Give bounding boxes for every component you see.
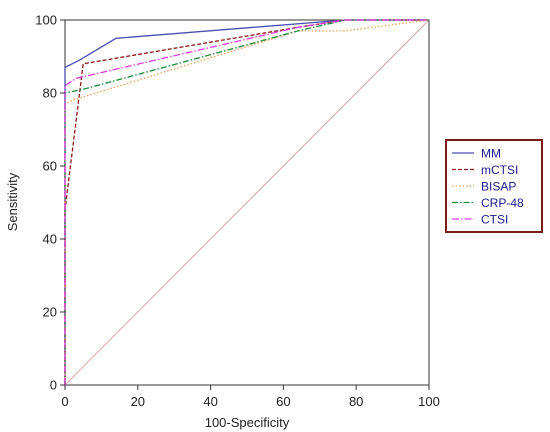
x-tick-label: 80 bbox=[349, 394, 363, 409]
series-line-ctsi bbox=[64, 19, 429, 385]
y-axis-title: Sensitivity bbox=[5, 172, 20, 231]
x-tick-label: 0 bbox=[61, 394, 68, 409]
legend-box bbox=[445, 139, 543, 233]
x-tick-label: 20 bbox=[131, 394, 145, 409]
y-tick-label: 0 bbox=[50, 378, 57, 393]
x-tick-label: 60 bbox=[276, 394, 290, 409]
legend: MM mCTSI BISAP CRP-48 CTSI bbox=[445, 139, 543, 233]
y-tick-label: 80 bbox=[43, 86, 57, 101]
x-axis-title: 100-Specificity bbox=[205, 415, 290, 430]
y-tick-label: 40 bbox=[43, 232, 57, 247]
y-tick-label: 20 bbox=[43, 305, 57, 320]
y-tick-label: 60 bbox=[43, 159, 57, 174]
legend-label-crp-48: CRP-48 bbox=[481, 196, 524, 210]
y-tick-label: 100 bbox=[35, 13, 57, 28]
legend-label-mm: MM bbox=[481, 147, 501, 161]
legend-label-mctsi: mCTSI bbox=[481, 163, 518, 177]
x-tick-label: 100 bbox=[418, 394, 440, 409]
reference-diagonal-line bbox=[64, 19, 430, 386]
legend-label-bisap: BISAP bbox=[481, 180, 516, 194]
x-tick-label: 40 bbox=[203, 394, 217, 409]
series-line-bisap bbox=[64, 19, 430, 385]
legend-label-ctsi: CTSI bbox=[481, 213, 508, 227]
